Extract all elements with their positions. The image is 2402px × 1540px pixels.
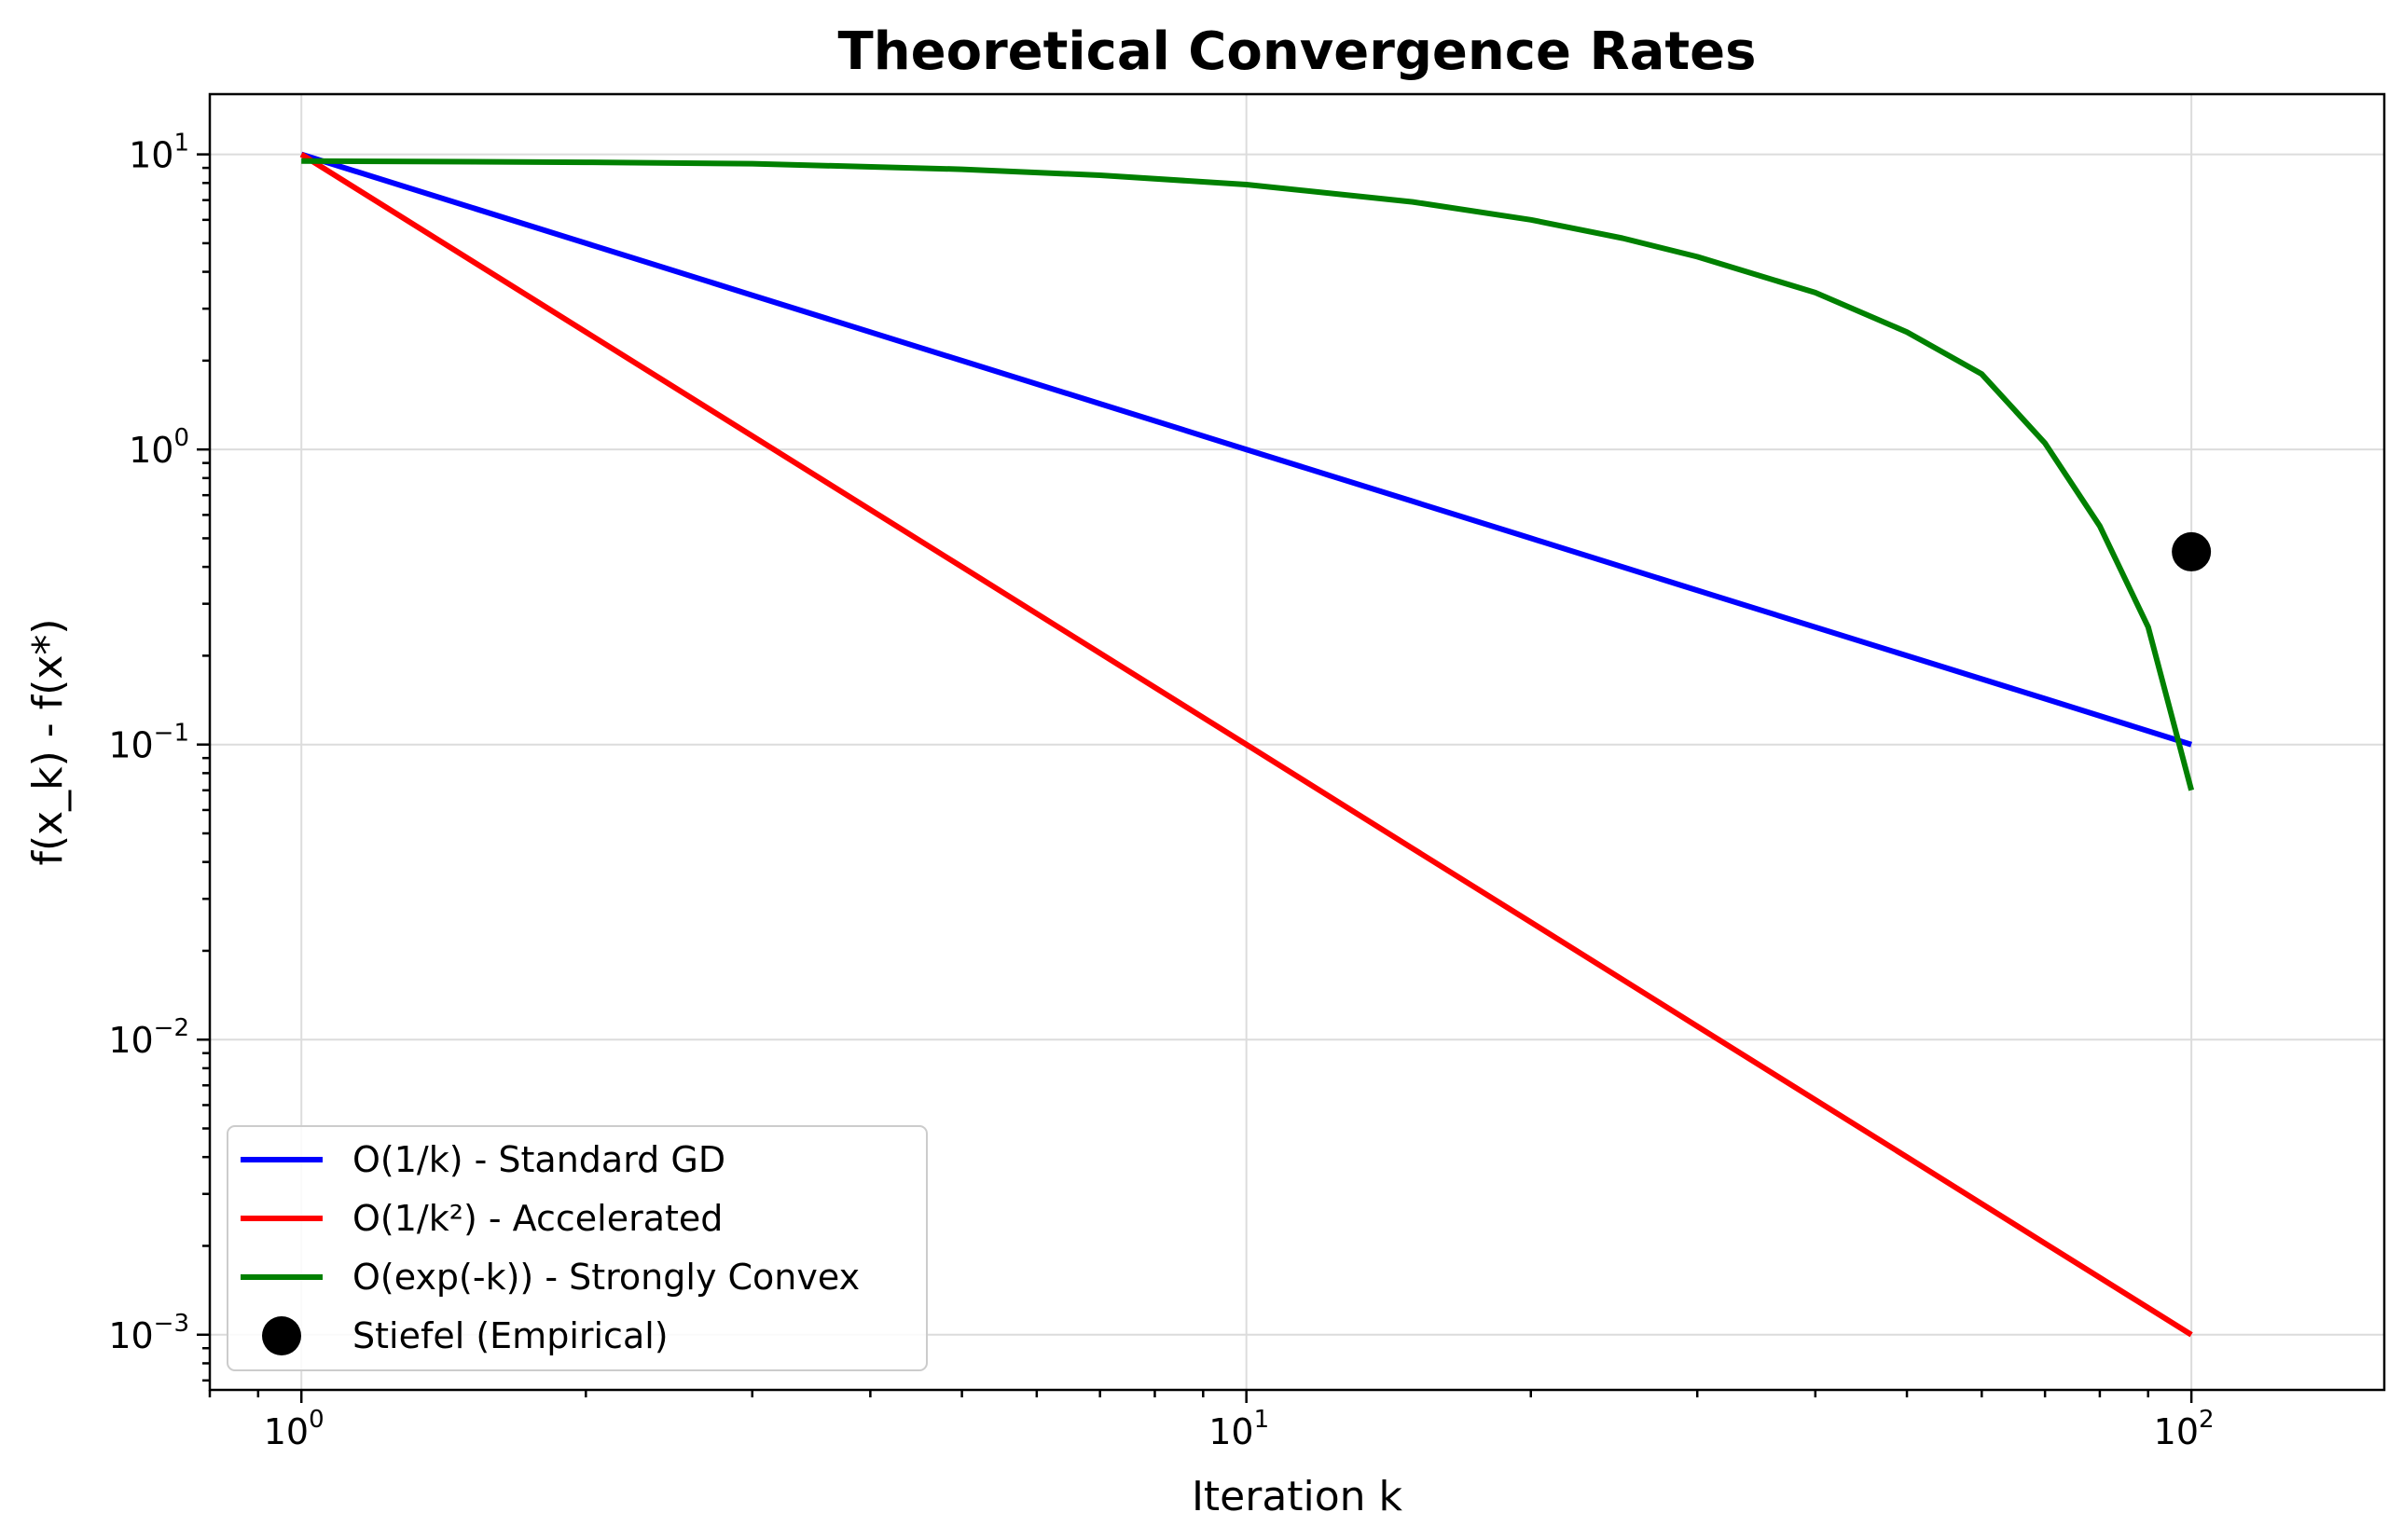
plot-frame [208, 92, 2386, 1392]
y-tick-label: 10−3 [108, 1310, 189, 1356]
y-tick-base: 10 [108, 725, 153, 766]
legend-marker [262, 1316, 301, 1355]
legend: O(1/k) - Standard GD O(1/k²) - Accelerate… [227, 1125, 928, 1371]
y-axis-label: f(x_k) - f(x*) [24, 618, 72, 865]
x-tick-exponent: 0 [309, 1406, 324, 1434]
x-tick-label: 102 [2154, 1406, 2215, 1452]
legend-label: Stiefel (Empirical) [352, 1315, 669, 1356]
y-tick-exponent: 1 [173, 130, 189, 158]
y-tick-exponent: 0 [173, 424, 189, 452]
y-tick-base: 10 [129, 430, 173, 471]
x-tick-base: 10 [1208, 1411, 1253, 1452]
y-tick-base: 10 [129, 135, 173, 176]
x-tick-label: 101 [1208, 1406, 1269, 1452]
y-tick-label: 100 [129, 424, 189, 471]
y-tick-exponent: −1 [154, 720, 189, 748]
legend-label: O(1/k²) - Accelerated [352, 1198, 723, 1239]
x-tick-base: 10 [2154, 1411, 2199, 1452]
y-tick-label: 10−2 [108, 1014, 189, 1061]
x-tick-exponent: 1 [1254, 1406, 1270, 1434]
y-tick-base: 10 [108, 1315, 153, 1356]
series-line-2 [301, 158, 2195, 791]
y-tick-label: 10−1 [108, 720, 189, 766]
legend-label: O(1/k) - Standard GD [352, 1139, 725, 1180]
chart-title: Theoretical Convergence Rates [838, 21, 1757, 82]
y-tick-exponent: −3 [154, 1310, 189, 1338]
series-line-0 [300, 151, 2192, 748]
y-tick-exponent: −2 [154, 1014, 189, 1042]
legend-box [227, 1125, 928, 1371]
x-axis-label: Iteration k [1192, 1473, 1403, 1520]
stiefel-empirical-point [2172, 531, 2212, 571]
y-tick-base: 10 [108, 1020, 153, 1061]
series-layer [299, 151, 2212, 1338]
legend-label: O(exp(-k)) - Strongly Convex [352, 1257, 860, 1298]
series-line-1 [299, 152, 2193, 1338]
x-tick-label: 100 [264, 1406, 324, 1452]
y-tick-label: 101 [129, 130, 189, 176]
x-tick-base: 10 [264, 1411, 309, 1452]
grid-layer [210, 94, 2384, 1390]
x-tick-exponent: 2 [2199, 1406, 2215, 1434]
